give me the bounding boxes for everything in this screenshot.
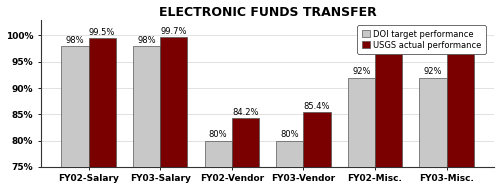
Bar (204, 141, 232, 167)
Text: 92%: 92% (352, 67, 370, 76)
Text: 84.2%: 84.2% (232, 108, 258, 117)
Bar (348, 77, 375, 167)
Text: 99.5%: 99.5% (89, 28, 116, 37)
Bar (304, 112, 330, 167)
Text: 80%: 80% (209, 130, 228, 139)
Bar (375, 42, 402, 167)
Title: ELECTRONIC FUNDS TRANSFER: ELECTRONIC FUNDS TRANSFER (158, 5, 376, 19)
Bar (420, 77, 446, 167)
Text: 99.7%: 99.7% (160, 27, 187, 36)
Text: 80%: 80% (280, 130, 299, 139)
Text: 98%: 98% (137, 36, 156, 45)
Bar (446, 41, 474, 167)
Legend: DOI target performance, USGS actual performance: DOI target performance, USGS actual perf… (358, 25, 486, 54)
Text: 85.4%: 85.4% (304, 102, 330, 111)
Bar (276, 141, 303, 167)
Bar (62, 46, 88, 167)
Bar (133, 46, 160, 167)
Text: 98%: 98% (66, 36, 84, 45)
Bar (88, 38, 116, 167)
Text: 98.9%: 98.9% (447, 31, 473, 40)
Bar (232, 119, 259, 167)
Text: 98.7%: 98.7% (376, 32, 402, 41)
Text: 92%: 92% (424, 67, 442, 76)
Bar (160, 37, 188, 167)
